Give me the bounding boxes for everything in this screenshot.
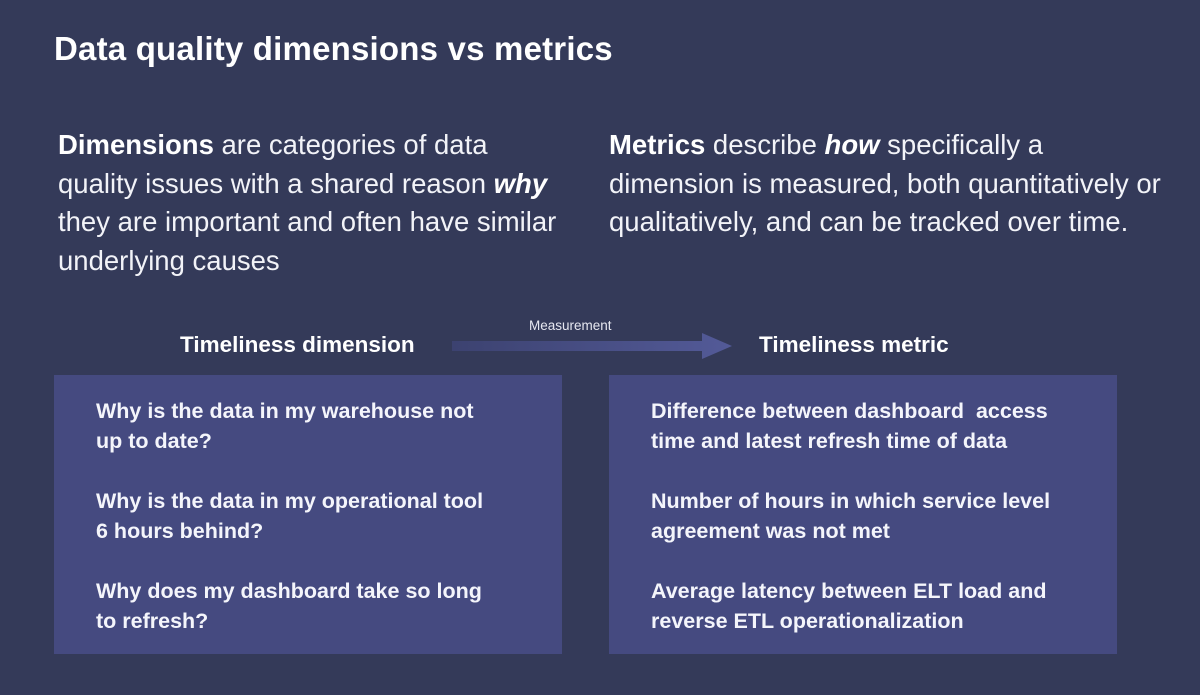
metrics-term: Metrics xyxy=(609,129,706,160)
arrow-shape xyxy=(452,333,732,359)
dimensions-emphasis: why xyxy=(493,167,548,199)
arrow-right-icon xyxy=(452,333,732,359)
dimensions-text-b: they are important and often have simila… xyxy=(58,206,557,276)
metrics-definition: Metrics describe how specifically a dime… xyxy=(609,126,1169,242)
metric-item: Difference between dashboard access time… xyxy=(651,399,1048,453)
dimension-question: Why is the data in my operational tool 6… xyxy=(96,489,484,543)
dimension-question: Why is the data in my warehouse not up t… xyxy=(96,399,474,453)
metric-item: Average latency between ELT load and rev… xyxy=(651,579,1047,633)
metrics-text-b: specifically a dimension is measured, bo… xyxy=(609,129,1161,237)
metric-item: Number of hours in which service level a… xyxy=(651,489,1051,543)
metrics-text-a: describe xyxy=(705,129,825,160)
dimensions-text-a: are categories of data quality issues wi… xyxy=(58,129,494,199)
page-title: Data quality dimensions vs metrics xyxy=(54,30,613,67)
dimension-heading: Timeliness dimension xyxy=(180,332,415,357)
measurement-label: Measurement xyxy=(529,318,612,333)
dimensions-term: Dimensions xyxy=(58,129,214,160)
dimension-question: Why does my dashboard take so long to re… xyxy=(96,579,482,633)
metric-card: Difference between dashboard access time… xyxy=(609,375,1117,654)
dimensions-definition: Dimensions are categories of data qualit… xyxy=(58,126,558,280)
dimension-card: Why is the data in my warehouse not up t… xyxy=(54,375,562,654)
metric-heading: Timeliness metric xyxy=(759,332,949,357)
metrics-emphasis: how xyxy=(824,129,880,160)
